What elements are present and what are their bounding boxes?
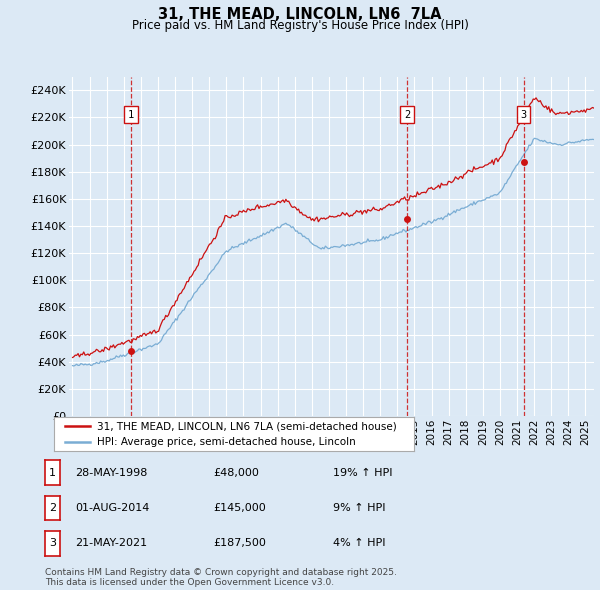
Text: £187,500: £187,500	[213, 539, 266, 548]
Text: 2: 2	[49, 503, 56, 513]
Text: 31, THE MEAD, LINCOLN, LN6 7LA (semi-detached house): 31, THE MEAD, LINCOLN, LN6 7LA (semi-det…	[97, 421, 397, 431]
Text: 3: 3	[49, 539, 56, 548]
Text: £145,000: £145,000	[213, 503, 266, 513]
Text: 2: 2	[404, 110, 410, 120]
Text: 21-MAY-2021: 21-MAY-2021	[75, 539, 147, 548]
Text: 31, THE MEAD, LINCOLN, LN6  7LA: 31, THE MEAD, LINCOLN, LN6 7LA	[158, 7, 442, 22]
Text: 3: 3	[521, 110, 527, 120]
Text: 4% ↑ HPI: 4% ↑ HPI	[333, 539, 386, 548]
Text: 1: 1	[128, 110, 134, 120]
Text: £48,000: £48,000	[213, 468, 259, 477]
Text: Price paid vs. HM Land Registry's House Price Index (HPI): Price paid vs. HM Land Registry's House …	[131, 19, 469, 32]
Text: 28-MAY-1998: 28-MAY-1998	[75, 468, 148, 477]
Text: 1: 1	[49, 468, 56, 477]
Text: 01-AUG-2014: 01-AUG-2014	[75, 503, 149, 513]
Text: 9% ↑ HPI: 9% ↑ HPI	[333, 503, 386, 513]
Text: Contains HM Land Registry data © Crown copyright and database right 2025.
This d: Contains HM Land Registry data © Crown c…	[45, 568, 397, 587]
Text: HPI: Average price, semi-detached house, Lincoln: HPI: Average price, semi-detached house,…	[97, 437, 356, 447]
Text: 19% ↑ HPI: 19% ↑ HPI	[333, 468, 392, 477]
